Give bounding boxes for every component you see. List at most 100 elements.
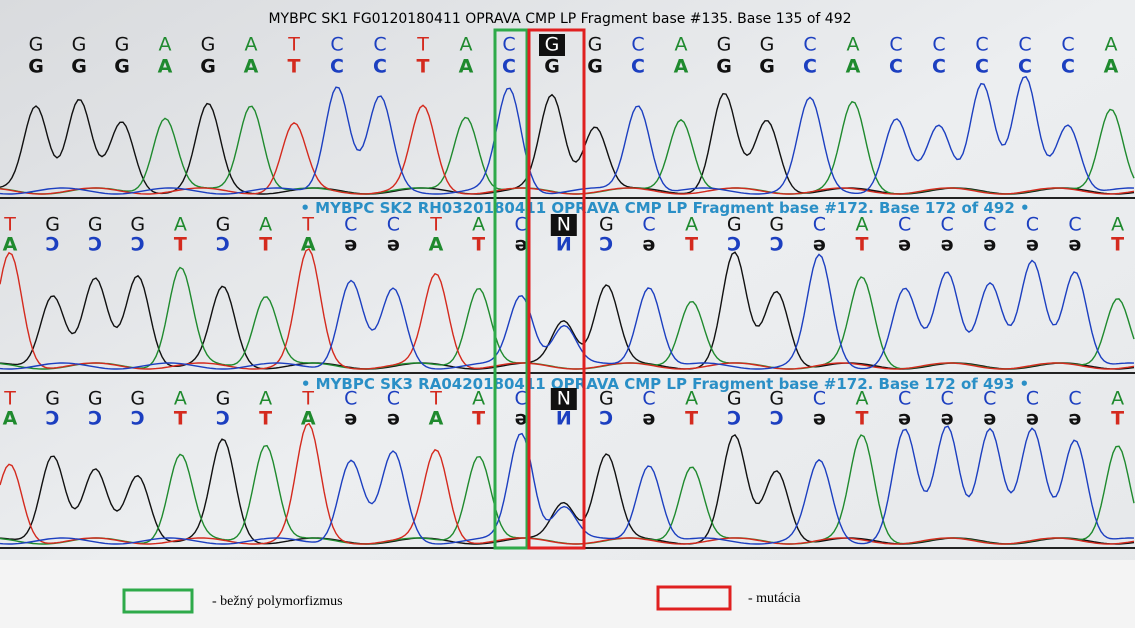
base-call: A (259, 388, 272, 410)
base-glyph: Ɔ (599, 234, 613, 256)
base-glyph: Ɔ (88, 234, 102, 256)
base-glyph: И (556, 234, 572, 256)
background (0, 0, 1135, 628)
base-glyph: Ɔ (131, 234, 145, 256)
base-glyph: G (759, 56, 775, 78)
base-call: C (932, 34, 945, 56)
base-glyph: A (244, 56, 259, 78)
base-call: C (983, 214, 996, 236)
base-glyph: G (28, 56, 44, 78)
base-call: A (174, 214, 187, 236)
base-glyph: ə (898, 234, 911, 256)
base-glyph: T (856, 408, 869, 430)
base-call: G (727, 388, 742, 410)
base-call: A (856, 214, 869, 236)
base-glyph: Ɔ (46, 408, 60, 430)
base-glyph: ə (813, 234, 826, 256)
base-call: C (889, 34, 902, 56)
base-call: C (1018, 34, 1031, 56)
base-call: G (760, 34, 775, 56)
base-glyph: ə (898, 408, 911, 430)
base-glyph: ə (344, 408, 357, 430)
legend-mutation: - mutácia (748, 591, 801, 606)
base-call: T (3, 388, 16, 410)
base-glyph: C (803, 56, 817, 78)
track-title: • MYBPC SK2 RH0320180411 OPRAVA CMP LP F… (300, 199, 1029, 217)
base-glyph: G (544, 56, 560, 78)
base-glyph: A (674, 56, 689, 78)
base-call: C (344, 388, 357, 410)
base-glyph: C (373, 56, 387, 78)
base-glyph: A (3, 234, 18, 256)
base-glyph: ə (983, 234, 996, 256)
legend-polymorphism: - bežný polymorfizmus (212, 594, 343, 609)
base-call: C (502, 34, 515, 56)
base-glyph: Ɔ (131, 408, 145, 430)
base-call: A (159, 34, 172, 56)
base-call: G (130, 388, 145, 410)
base-call: G (216, 214, 231, 236)
base-call: C (642, 214, 655, 236)
base-glyph: A (301, 234, 316, 256)
base-call: A (856, 388, 869, 410)
base-glyph: ə (1069, 234, 1082, 256)
base-call: C (898, 388, 911, 410)
base-call: A (685, 214, 698, 236)
base-call: A (1111, 388, 1124, 410)
base-call: C (975, 34, 988, 56)
base-glyph: C (889, 56, 903, 78)
base-call: G (130, 214, 145, 236)
base-call: A (472, 214, 485, 236)
base-call: N (557, 214, 571, 236)
base-call: A (675, 34, 688, 56)
base-call: C (941, 214, 954, 236)
base-glyph: T (174, 408, 187, 430)
base-call: G (727, 214, 742, 236)
base-call: A (685, 388, 698, 410)
base-glyph: Ɔ (216, 408, 230, 430)
base-glyph: G (587, 56, 603, 78)
base-call: T (287, 34, 300, 56)
base-glyph: T (259, 234, 272, 256)
base-call: G (769, 388, 784, 410)
base-glyph: C (330, 56, 344, 78)
base-glyph: T (856, 234, 869, 256)
base-call: G (216, 388, 231, 410)
base-glyph: T (472, 234, 485, 256)
base-call: C (1026, 214, 1039, 236)
base-glyph: A (1104, 56, 1119, 78)
base-call: C (1026, 388, 1039, 410)
screenshot: MYBPC SK1 FG0120180411 OPRAVA CMP LP Fra… (0, 0, 1135, 628)
base-call: C (941, 388, 954, 410)
base-glyph: Ɔ (216, 234, 230, 256)
base-call: A (174, 388, 187, 410)
base-glyph: G (114, 56, 130, 78)
base-glyph: ə (1026, 408, 1039, 430)
base-glyph: A (158, 56, 173, 78)
base-call: G (599, 214, 614, 236)
base-glyph: A (301, 408, 316, 430)
base-glyph: Ɔ (88, 408, 102, 430)
base-call: C (387, 388, 400, 410)
base-glyph: A (3, 408, 18, 430)
base-call: C (1061, 34, 1074, 56)
base-glyph: ə (1069, 408, 1082, 430)
base-glyph: A (846, 56, 861, 78)
base-glyph: ə (643, 408, 656, 430)
base-call: G (115, 34, 130, 56)
base-call: A (259, 214, 272, 236)
base-glyph: Ɔ (599, 408, 613, 430)
base-glyph: И (556, 408, 572, 430)
base-glyph: T (288, 56, 301, 78)
base-call: A (1111, 214, 1124, 236)
base-call: G (769, 214, 784, 236)
base-glyph: ə (643, 234, 656, 256)
base-glyph: ə (344, 234, 357, 256)
base-call: T (416, 34, 429, 56)
base-glyph: Ɔ (770, 408, 784, 430)
base-glyph: C (631, 56, 645, 78)
base-glyph: Ɔ (46, 234, 60, 256)
base-call: G (29, 34, 44, 56)
base-call: G (201, 34, 216, 56)
base-call: T (301, 214, 314, 236)
